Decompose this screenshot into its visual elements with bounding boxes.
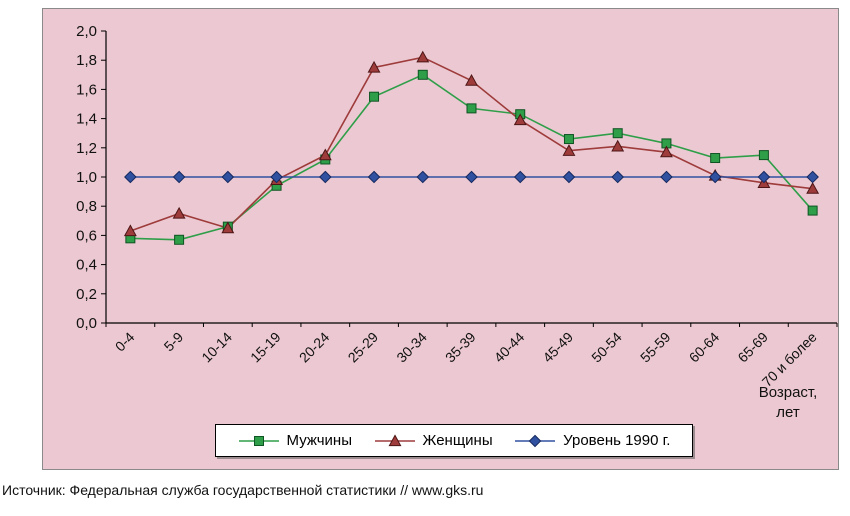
x-axis-title: Возраст, лет [740,383,836,424]
legend-item-women: Женщины [374,432,493,449]
legend-marker-square [238,434,280,448]
x-axis-title-line2: лет [776,404,800,422]
legend-label-men: Мужчины [286,432,352,449]
svg-text:60-64: 60-64 [686,329,723,366]
source-note: Источник: Федеральная служба государстве… [2,482,484,498]
legend-item-1990-level: Уровень 1990 г. [514,432,670,449]
legend-marker-diamond [514,434,556,448]
svg-text:5-9: 5-9 [161,329,187,355]
svg-text:10-14: 10-14 [198,329,235,366]
svg-text:0,8: 0,8 [76,198,97,215]
svg-text:0-4: 0-4 [112,329,138,355]
svg-text:1,2: 1,2 [76,140,97,157]
svg-text:1,8: 1,8 [76,52,97,69]
series-0-markers [125,69,818,245]
svg-text:15-19: 15-19 [247,329,284,366]
series-2-markers [124,170,819,184]
svg-text:55-59: 55-59 [637,329,674,366]
legend-marker-triangle [374,433,416,448]
chart-plot: 2,0 1,8 1,6 1,4 1,2 1,0 0,8 0,6 0,4 0,2 0,0 0-4 5-9 1… [76,23,838,390]
svg-text:0,2: 0,2 [76,286,97,303]
svg-text:65-69: 65-69 [734,329,771,366]
svg-text:1,6: 1,6 [76,81,97,98]
legend-label-1990-level: Уровень 1990 г. [563,432,671,449]
svg-text:35-39: 35-39 [442,329,479,366]
svg-text:30-34: 30-34 [393,329,430,366]
chart-area: 2,0 1,8 1,6 1,4 1,2 1,0 0,8 0,6 0,4 0,2 0,0 0-4 5-9 1… [42,8,839,470]
svg-text:45-49: 45-49 [539,329,576,366]
svg-text:0,6: 0,6 [76,227,97,244]
series-1-markers [123,50,820,237]
svg-text:0,0: 0,0 [76,315,97,332]
svg-text:50-54: 50-54 [588,329,625,366]
svg-text:1,0: 1,0 [76,169,97,186]
legend-item-men: Мужчины [238,432,352,449]
svg-text:40-44: 40-44 [491,329,528,366]
svg-text:25-29: 25-29 [345,329,382,366]
legend-label-women: Женщины [422,432,493,449]
legend: Мужчины Женщины Уровень 1990 г. [215,424,693,457]
svg-text:2,0: 2,0 [76,23,97,40]
x-axis-title-line1: Возраст, [758,384,818,401]
svg-text:20-24: 20-24 [296,329,333,366]
svg-text:1,4: 1,4 [76,111,97,128]
svg-text:0,4: 0,4 [76,257,97,274]
